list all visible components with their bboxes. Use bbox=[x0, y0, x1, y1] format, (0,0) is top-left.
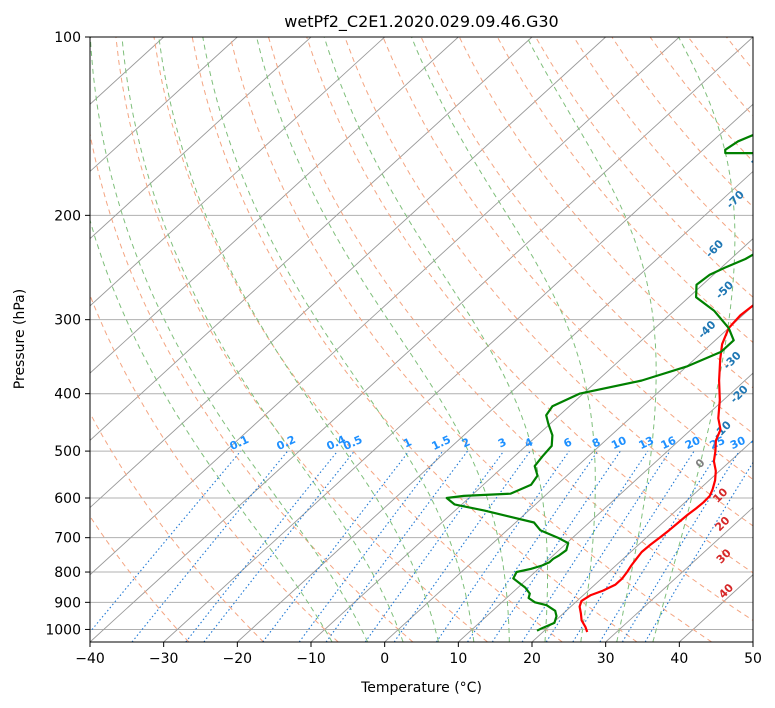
moist-adiabat-line bbox=[652, 37, 736, 642]
dry-adiabat-line bbox=[268, 37, 753, 622]
mixing-ratio-line bbox=[90, 450, 242, 633]
isotherm-line bbox=[90, 37, 680, 576]
isotherm-line bbox=[163, 103, 753, 642]
moist-adiabat-line bbox=[202, 37, 475, 642]
isotherm-line bbox=[237, 170, 753, 642]
y-tick-label: 400 bbox=[54, 387, 81, 403]
isotherm-line bbox=[90, 37, 238, 173]
moist-adiabat-line bbox=[158, 37, 439, 642]
mixing-ratio-label: 13 bbox=[637, 434, 656, 452]
isotherm-label: -80 bbox=[746, 144, 769, 167]
mixing-ratio-line bbox=[491, 450, 621, 642]
mixing-ratio-line bbox=[545, 450, 671, 642]
mixing-ratio-line bbox=[521, 450, 649, 642]
moist-adiabat-line bbox=[90, 218, 333, 642]
mixing-ratio-label: 25 bbox=[708, 434, 727, 452]
y-tick-label: 900 bbox=[54, 595, 81, 611]
x-tick-label: 10 bbox=[449, 651, 467, 667]
x-tick-label: 40 bbox=[670, 651, 688, 667]
isotherm-line bbox=[531, 439, 753, 642]
isotherm-line bbox=[90, 37, 385, 307]
x-tick-label: −30 bbox=[149, 651, 179, 667]
dry-adiabat-line bbox=[90, 412, 264, 642]
x-tick-label: 0 bbox=[380, 651, 389, 667]
isotherm-line bbox=[458, 372, 753, 642]
mixing-ratio-line bbox=[131, 450, 289, 642]
moist-adiabat-line bbox=[256, 37, 510, 642]
mixing-ratio-label: 10 bbox=[609, 434, 629, 452]
chart-title: wetPf2_C2E1.2020.029.09.46.G30 bbox=[284, 12, 558, 32]
temperature-profile-line bbox=[578, 304, 753, 633]
x-tick-label: 30 bbox=[597, 651, 615, 667]
moist-adiabat-line bbox=[411, 37, 596, 642]
profile-series bbox=[445, 133, 753, 633]
y-tick-label: 800 bbox=[54, 565, 81, 581]
mixing-ratio-line bbox=[298, 450, 444, 642]
moist-adiabat-line bbox=[90, 37, 369, 642]
dry-adiabat-line bbox=[344, 37, 753, 527]
dry-adiabat-line bbox=[306, 37, 753, 574]
y-tick-label: 1000 bbox=[45, 622, 81, 638]
dry-adiabat-line bbox=[90, 293, 339, 642]
y-axis-label: Pressure (hPa) bbox=[12, 289, 28, 389]
dry-adiabat-line bbox=[458, 37, 753, 389]
dry-adiabat-line bbox=[90, 131, 414, 642]
isotherm-line bbox=[90, 37, 459, 374]
dry-adiabat-line bbox=[496, 37, 753, 344]
mixing-ratio-label: 30 bbox=[728, 434, 748, 452]
isotherm-line bbox=[90, 37, 753, 642]
x-tick-label: −20 bbox=[223, 651, 253, 667]
x-tick-label: −10 bbox=[296, 651, 326, 667]
dry-adiabat-line bbox=[115, 37, 488, 642]
y-tick-label: 700 bbox=[54, 531, 81, 547]
dewpoint-profile-line bbox=[445, 133, 753, 632]
x-axis-label: Temperature (°C) bbox=[360, 680, 482, 696]
moist-adiabat-line bbox=[323, 37, 548, 642]
dry-adiabat-line bbox=[153, 37, 563, 642]
isotherm-line bbox=[90, 37, 606, 509]
moist-adiabat-line bbox=[121, 37, 404, 642]
isotherm-line bbox=[90, 37, 312, 240]
x-tick-label: 50 bbox=[744, 651, 762, 667]
isotherm-line bbox=[384, 305, 753, 642]
y-tick-label: 200 bbox=[54, 208, 81, 224]
mixing-ratio-line bbox=[364, 450, 505, 642]
dry-adiabat-line bbox=[90, 515, 190, 642]
axis-ticks: −40 −30 −20 −10 0 10 20 30 40 50 1000 900 800 700 600 5… bbox=[45, 30, 762, 667]
y-tick-label: 600 bbox=[54, 491, 81, 507]
dry-adiabat-line bbox=[191, 37, 638, 642]
mixing-ratio-line bbox=[185, 450, 339, 642]
isotherm-line bbox=[310, 238, 753, 642]
mixing-ratio-line bbox=[435, 450, 570, 642]
y-tick-label: 500 bbox=[54, 444, 81, 460]
isotherm-line bbox=[605, 506, 753, 642]
mixing-ratio-label: 16 bbox=[659, 434, 679, 452]
x-tick-label: 20 bbox=[523, 651, 541, 667]
y-tick-label: 100 bbox=[54, 30, 81, 46]
y-tick-label: 300 bbox=[54, 313, 81, 329]
x-tick-label: −40 bbox=[75, 651, 105, 667]
mixing-ratio-line bbox=[621, 450, 740, 642]
mixing-ratio-label: 20 bbox=[683, 434, 703, 452]
mixing-ratio-line bbox=[262, 450, 410, 642]
mixing-ratio-line bbox=[572, 450, 695, 642]
mixing-ratio-line bbox=[467, 450, 599, 642]
dry-adiabat-line bbox=[229, 37, 712, 642]
mixing-ratio-label: 36 bbox=[749, 434, 769, 452]
isotherm-line bbox=[90, 37, 533, 441]
mixing-ratio-line bbox=[325, 450, 468, 642]
plot-frame bbox=[89, 36, 754, 643]
